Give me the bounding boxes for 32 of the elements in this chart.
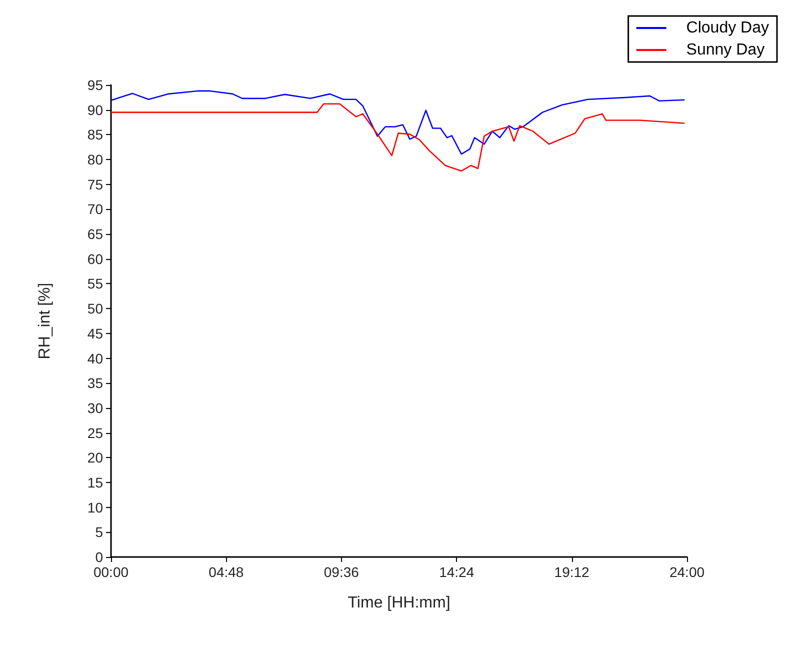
y-tick-label: 75 bbox=[87, 176, 104, 192]
y-tick-label: 50 bbox=[87, 300, 104, 317]
x-tick-label: 24:00 bbox=[669, 564, 705, 580]
y-axis-title: RH_int [%] bbox=[36, 282, 54, 360]
legend-label: Cloudy Day bbox=[686, 20, 769, 36]
y-tick-label: 60 bbox=[87, 250, 104, 267]
y-tick-label: 15 bbox=[87, 474, 104, 490]
y-tick-label: 45 bbox=[87, 325, 104, 342]
x-axis-title: Time [HH:mm] bbox=[348, 594, 450, 612]
y-tick-label: 80 bbox=[87, 152, 104, 168]
y-tick-label: 90 bbox=[87, 102, 104, 118]
line-series bbox=[110, 103, 686, 172]
y-tick-label: 95 bbox=[87, 77, 104, 93]
y-tick-label: 5 bbox=[95, 524, 104, 540]
y-tick-label: 30 bbox=[87, 400, 104, 416]
y-tick-label: 0 bbox=[95, 549, 104, 565]
y-tick-label: 85 bbox=[87, 126, 104, 143]
y-tick-label: 55 bbox=[87, 276, 104, 292]
x-tick-label: 04:48 bbox=[208, 564, 244, 580]
x-tick-label: 00:00 bbox=[93, 564, 129, 580]
legend-label: Sunny Day bbox=[686, 42, 765, 58]
x-tick-label: 19:12 bbox=[554, 564, 590, 580]
y-tick-label: 40 bbox=[87, 350, 104, 366]
y-tick-label: 20 bbox=[87, 450, 104, 466]
y-tick-label: 25 bbox=[87, 424, 104, 441]
y-tick-label: 65 bbox=[87, 226, 104, 242]
y-tick-label: 70 bbox=[87, 201, 104, 218]
x-tick-label: 14:24 bbox=[439, 564, 474, 580]
line-series bbox=[110, 90, 686, 155]
y-tick-label: 35 bbox=[87, 375, 104, 392]
y-tick-label: 10 bbox=[87, 499, 104, 516]
x-tick-label: 09:36 bbox=[324, 564, 360, 580]
